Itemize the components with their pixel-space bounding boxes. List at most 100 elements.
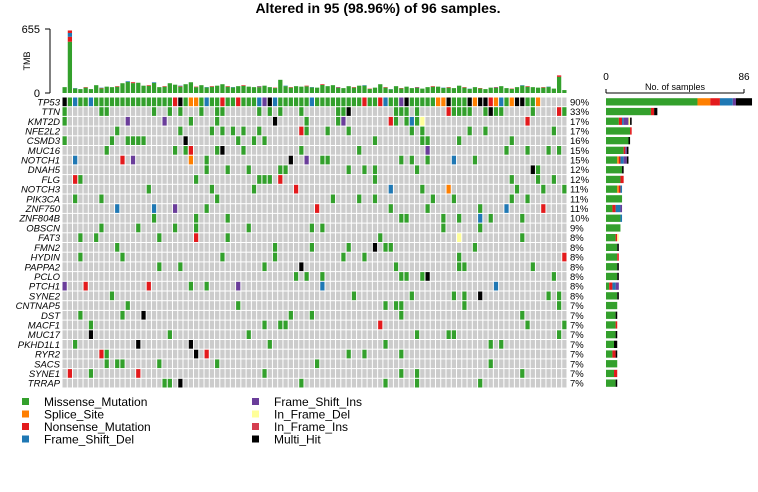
empty-cell [241,359,246,369]
alteration-cell [441,213,446,223]
empty-cell [535,194,541,204]
empty-cell [451,243,457,252]
empty-cell [136,194,141,204]
empty-cell [278,281,283,291]
empty-cell [146,223,151,233]
empty-cell [257,204,262,213]
empty-cell [257,262,262,272]
alteration-cell [194,349,199,359]
empty-cell [220,369,225,378]
empty-cell [125,262,130,272]
empty-cell [388,146,393,155]
empty-cell [383,359,388,369]
empty-cell [514,155,520,165]
empty-cell [315,175,320,184]
empty-cell [299,116,304,126]
empty-cell [330,243,336,252]
empty-cell [272,194,278,204]
empty-cell [409,194,414,204]
alteration-cell [509,194,514,204]
empty-cell [457,359,462,369]
empty-cell [441,116,446,126]
empty-cell [251,330,257,339]
empty-cell [146,155,151,165]
empty-cell [414,155,420,165]
empty-cell [388,233,393,242]
empty-cell [546,340,551,349]
alteration-cell [241,97,246,107]
empty-cell [404,359,409,369]
empty-cell [383,155,388,165]
empty-cell [267,155,272,165]
empty-cell [183,107,188,116]
empty-cell [309,175,314,184]
empty-cell [257,320,262,330]
alteration-cell [204,155,209,165]
empty-cell [157,243,162,252]
empty-cell [499,349,504,359]
empty-cell [94,146,99,155]
empty-cell [236,126,241,136]
side-bar-segment [606,311,616,319]
empty-cell [67,310,73,320]
empty-cell [409,281,414,291]
empty-cell [378,204,383,213]
empty-cell [162,369,167,378]
empty-cell [283,330,288,339]
empty-cell [283,369,288,378]
empty-cell [209,359,215,369]
empty-cell [551,233,556,242]
empty-cell [309,194,314,204]
tmb-bar [62,87,67,93]
empty-cell [446,310,451,320]
empty-cell [246,340,251,349]
empty-cell [499,175,504,184]
empty-cell [136,107,141,116]
tmb-bar [83,87,88,93]
empty-cell [83,378,88,388]
side-bar-segment [620,156,624,164]
empty-cell [336,272,341,281]
empty-cell [267,310,272,320]
empty-cell [225,378,230,388]
empty-cell [435,359,441,369]
empty-cell [351,165,357,175]
empty-cell [404,194,409,204]
empty-cell [551,223,556,233]
empty-cell [309,301,314,310]
empty-cell [67,291,73,301]
percent-label: 7% [570,340,584,351]
empty-cell [551,349,556,359]
empty-cell [472,136,478,145]
empty-cell [372,262,378,272]
alteration-cell [293,97,299,107]
empty-cell [357,126,362,136]
empty-cell [230,175,236,184]
empty-cell [293,175,299,184]
empty-cell [67,165,73,175]
empty-cell [462,126,467,136]
empty-cell [530,330,535,339]
empty-cell [367,330,372,339]
empty-cell [278,213,283,223]
empty-cell [199,243,204,252]
empty-cell [325,165,330,175]
empty-cell [204,146,209,155]
empty-cell [130,272,136,281]
empty-cell [73,136,78,145]
empty-cell [220,155,225,165]
tmb-bar [146,85,151,93]
empty-cell [99,310,104,320]
empty-cell [120,262,125,272]
empty-cell [67,301,73,310]
empty-cell [509,146,514,155]
empty-cell [530,320,535,330]
empty-cell [272,349,278,359]
empty-cell [435,310,441,320]
empty-cell [357,204,362,213]
tmb-bar [251,87,257,93]
empty-cell [462,310,467,320]
empty-cell [346,272,351,281]
empty-cell [467,310,472,320]
empty-cell [204,136,209,145]
